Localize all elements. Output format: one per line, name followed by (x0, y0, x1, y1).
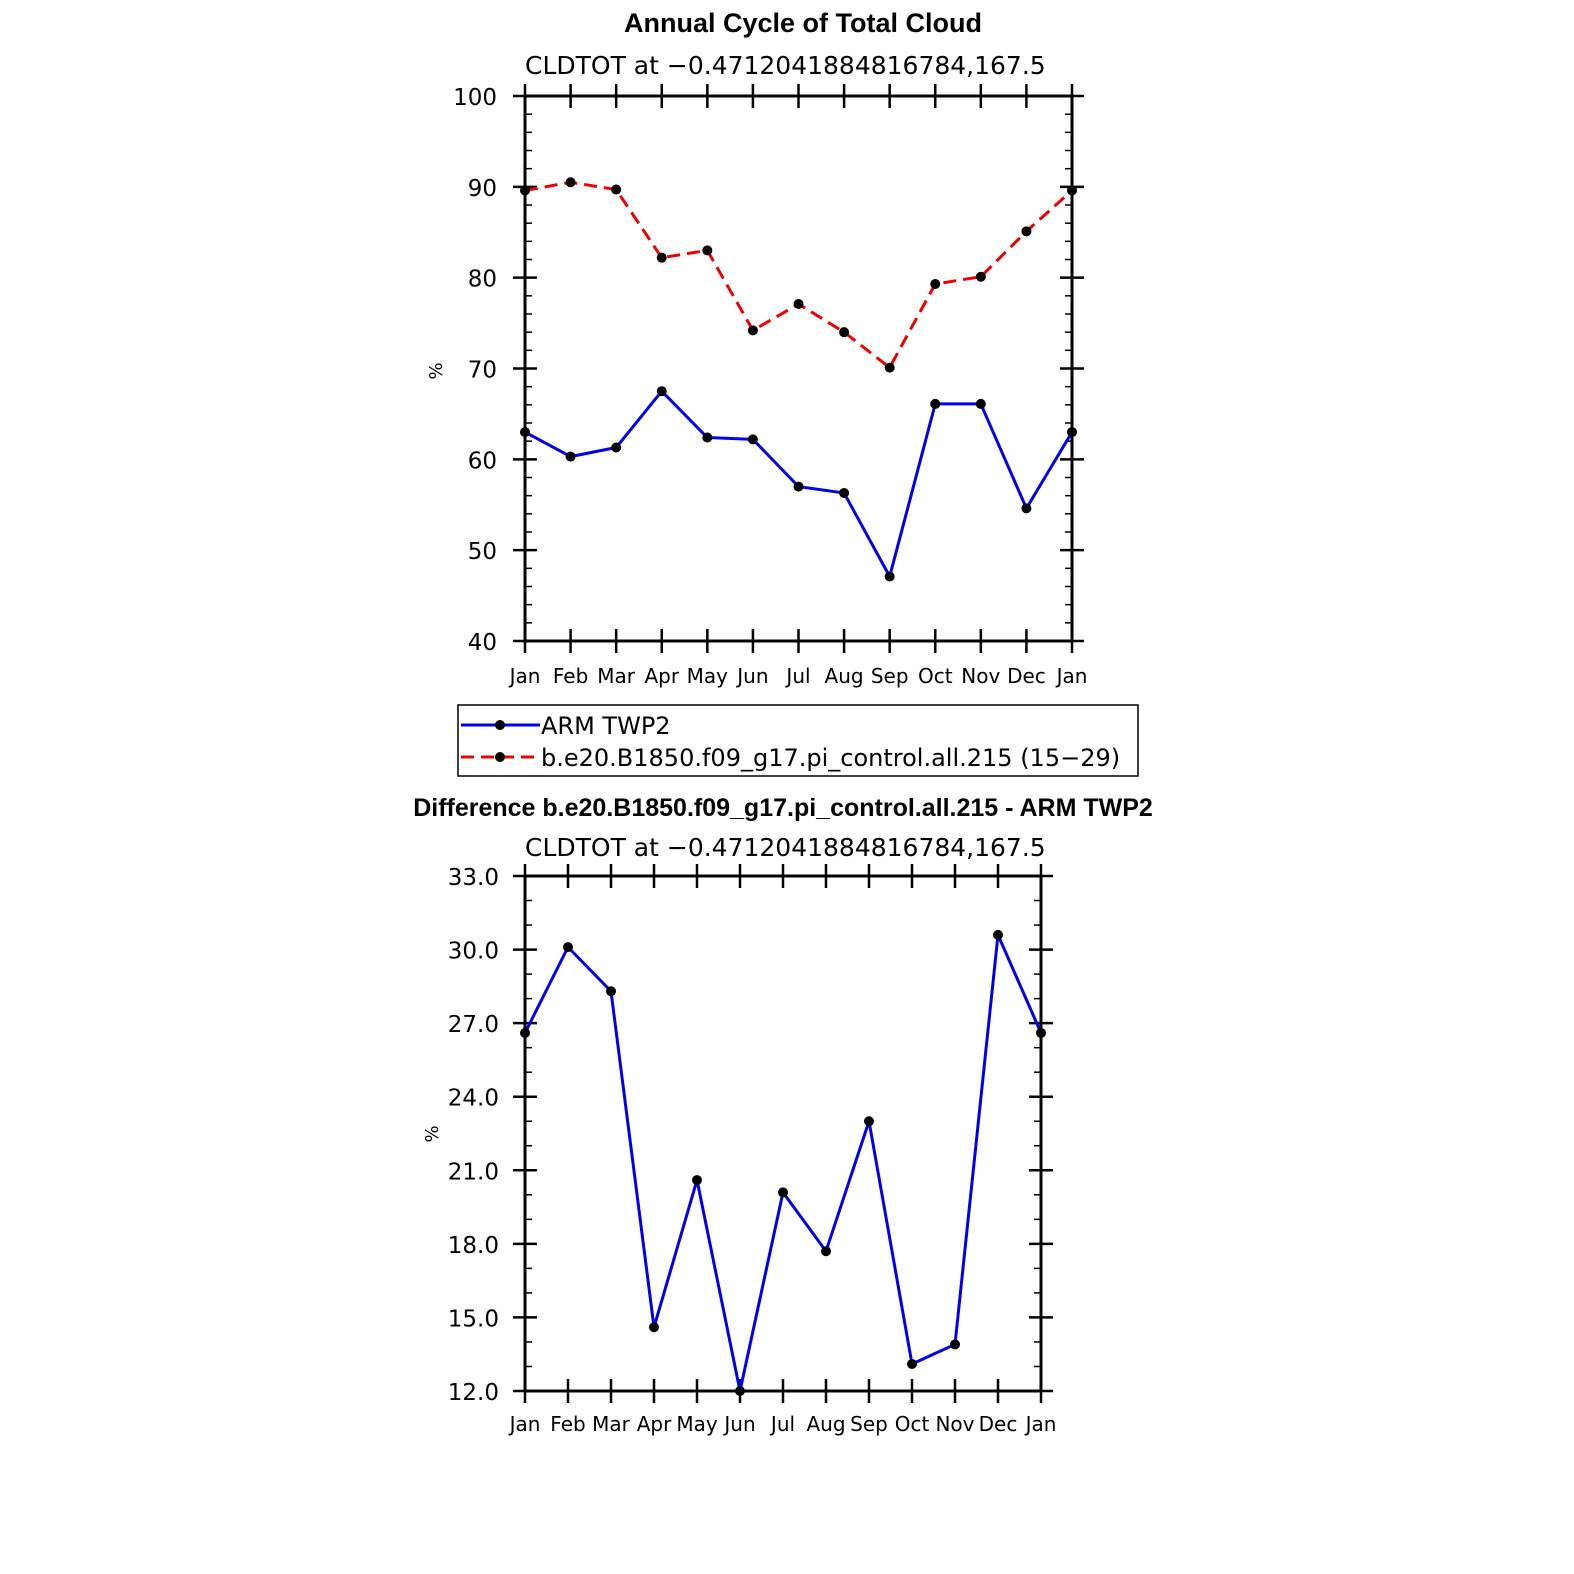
y-tick-label: 27.0 (448, 1012, 499, 1038)
series-0-point (993, 929, 1003, 940)
x-tick-label: Apr (637, 1412, 672, 1436)
series-0-point (839, 487, 850, 498)
x-tick-label: Jul (769, 1412, 795, 1436)
x-tick-label: May (676, 1412, 718, 1436)
y-tick-label: 70 (468, 358, 497, 384)
legend-marker-model (495, 752, 505, 762)
series-0-point (606, 986, 616, 997)
y-tick-label: 60 (468, 448, 497, 474)
y-tick-label: 40 (468, 630, 497, 656)
legend-entry-arm: ARM TWP2 (461, 712, 671, 740)
x-tick-label: Sep (850, 1412, 888, 1436)
x-tick-label: Oct (895, 1412, 930, 1436)
series-1-point (839, 327, 850, 338)
chart1-x-tick-labels: Jan Feb Mar Apr May Jun Jul Aug Sep Oct Nov Dec Jan (508, 664, 1088, 688)
y-tick-label: 21.0 (448, 1159, 499, 1185)
x-tick-label: Mar (597, 664, 636, 688)
series-1-point (747, 325, 758, 336)
chart2-ticks (513, 864, 1053, 1403)
x-tick-label: Feb (550, 1412, 585, 1436)
chart2-x-tick-labels: Jan Feb Mar Apr May Jun Jul Aug Sep Oct Nov Dec Jan (508, 1412, 1057, 1436)
legend-label-model: b.e20.B1850.f09_g17.pi_control.all.215 (… (541, 744, 1120, 772)
chart1-legend: ARM TWP2 b.e20.B1850.f09_g17.pi_control.… (457, 704, 1139, 777)
series-0-point (656, 386, 667, 397)
series-0-point (930, 398, 941, 409)
series-0-point (907, 1359, 917, 1370)
series-0-point (747, 434, 758, 445)
series-0-point (649, 1322, 659, 1333)
chart1-title: Annual Cycle of Total Cloud (624, 8, 982, 38)
series-0-point (975, 398, 986, 409)
series-1-point (793, 299, 804, 310)
series-0-point (611, 442, 622, 453)
chart1-y-tick-labels: 40 50 60 70 80 90 100 (453, 85, 497, 656)
x-tick-label: Dec (1007, 664, 1046, 688)
y-tick-label: 33.0 (448, 865, 499, 891)
x-tick-label: May (687, 664, 729, 688)
chart2-plot-frame (523, 874, 1043, 1393)
x-tick-label: Jan (1055, 664, 1088, 688)
x-tick-label: Jun (735, 664, 768, 688)
x-tick-label: Nov (935, 1412, 974, 1436)
series-0-point (884, 571, 895, 582)
x-tick-label: Mar (592, 1412, 631, 1436)
legend-entry-model: b.e20.B1850.f09_g17.pi_control.all.215 (… (461, 744, 1120, 772)
legend-marker-arm (495, 720, 505, 730)
x-tick-label: Apr (644, 664, 679, 688)
chart2-ylabel: % (422, 1125, 443, 1142)
x-tick-label: Dec (979, 1412, 1018, 1436)
chart2-title: Difference b.e20.B1850.f09_g17.pi_contro… (413, 794, 1153, 822)
series-0-point (793, 481, 804, 492)
chart2-subtitle: CLDTOT at −0.4712041884816784,167.5 (525, 833, 1046, 862)
y-tick-label: 80 (468, 267, 497, 293)
series-0-point (702, 432, 713, 443)
series-0-point (821, 1246, 831, 1257)
y-tick-label: 50 (468, 539, 497, 565)
series-1-point (1021, 226, 1032, 237)
series-0-point (692, 1175, 702, 1186)
chart1-plot-frame (523, 94, 1074, 643)
difference-chart: Difference b.e20.B1850.f09_g17.pi_contro… (413, 794, 1153, 1436)
series-0-point (563, 942, 573, 953)
chart1-series (520, 177, 1077, 582)
y-tick-label: 15.0 (448, 1306, 499, 1332)
series-0-point (778, 1187, 788, 1198)
series-1-point (884, 362, 895, 373)
x-tick-label: Aug (825, 664, 864, 688)
series-1-point (656, 252, 667, 263)
x-tick-label: Oct (918, 664, 953, 688)
y-tick-label: 12.0 (448, 1380, 499, 1406)
annual-cycle-chart: Annual Cycle of Total Cloud CLDTOT at −0… (426, 8, 1139, 777)
x-tick-label: Jan (508, 664, 541, 688)
series-0-point (1021, 503, 1032, 514)
chart1-ylabel: % (426, 362, 447, 379)
x-tick-label: Nov (961, 664, 1000, 688)
x-tick-label: Aug (806, 1412, 845, 1436)
x-tick-label: Jul (784, 664, 810, 688)
x-tick-label: Jan (1024, 1412, 1057, 1436)
chart2-series (520, 929, 1046, 1396)
series-0-point (950, 1339, 960, 1350)
series-1-point (565, 177, 576, 188)
series-1-point (611, 184, 622, 195)
x-tick-label: Jun (722, 1412, 755, 1436)
y-tick-label: 18.0 (448, 1233, 499, 1259)
series-1-point (930, 279, 941, 290)
series-0-point (565, 451, 576, 462)
legend-box (457, 704, 1139, 777)
x-tick-label: Feb (553, 664, 588, 688)
legend-label-arm: ARM TWP2 (541, 712, 671, 740)
series-1-point (975, 271, 986, 282)
chart1-subtitle: CLDTOT at −0.4712041884816784,167.5 (525, 51, 1046, 80)
x-tick-label: Sep (871, 664, 909, 688)
y-tick-label: 90 (468, 176, 497, 202)
y-tick-label: 100 (453, 85, 497, 111)
series-0-point (864, 1116, 874, 1127)
chart2-y-tick-labels: 12.0 15.0 18.0 21.0 24.0 27.0 30.0 33.0 (448, 865, 499, 1406)
x-tick-label: Jan (508, 1412, 541, 1436)
y-tick-label: 30.0 (448, 939, 499, 965)
y-tick-label: 24.0 (448, 1086, 499, 1112)
series-1-point (702, 245, 713, 256)
